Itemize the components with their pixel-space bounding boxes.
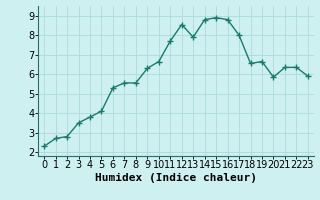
X-axis label: Humidex (Indice chaleur): Humidex (Indice chaleur) <box>95 173 257 183</box>
